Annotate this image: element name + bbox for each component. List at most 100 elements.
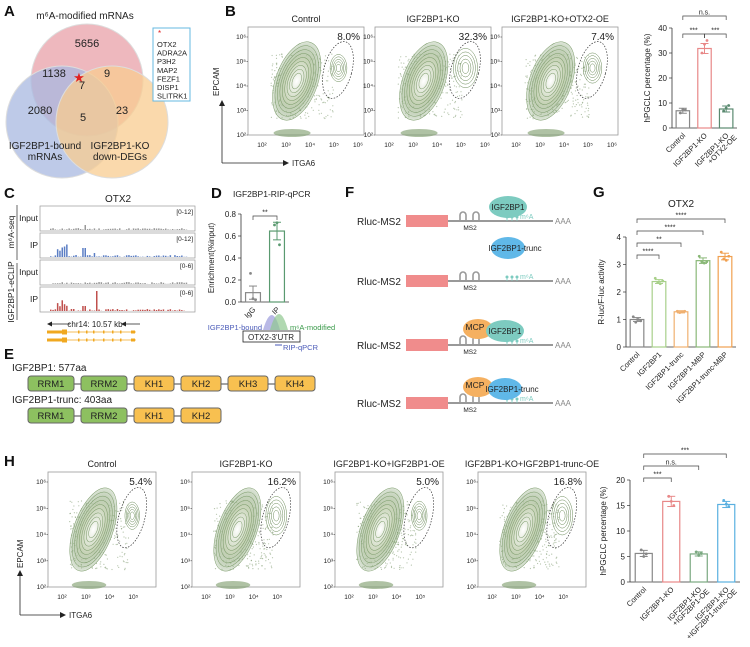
significance-label: **** — [665, 225, 676, 232]
facs-event — [579, 88, 581, 90]
facs-event — [558, 110, 560, 112]
data-point — [727, 254, 731, 258]
exon — [62, 329, 67, 335]
facs-event — [588, 107, 590, 110]
bar — [717, 255, 733, 348]
facs-event — [71, 564, 73, 566]
x-tick-label: 10⁶ — [353, 142, 363, 149]
signal-bar — [155, 255, 158, 257]
reporter-construct: Rluc-MS2 MS2 m⁶A AAA MCP IGF2BP1-trunc — [357, 377, 572, 414]
facs-event — [325, 80, 328, 82]
y-tick-label: 10³ — [364, 108, 374, 115]
signal-bar — [52, 228, 54, 230]
signal-bar — [128, 255, 130, 257]
facs-event — [264, 516, 266, 518]
facs-event — [503, 508, 505, 510]
facs-event — [445, 92, 447, 94]
facs-event — [554, 533, 557, 536]
significance-bracket — [636, 230, 704, 235]
signal-bar — [178, 309, 181, 311]
y-tick-label: 10⁴ — [363, 83, 373, 90]
facs-event — [545, 564, 547, 566]
facs-event — [225, 500, 227, 502]
facs-event — [247, 565, 249, 567]
b-xaxis-label: ITGA6 — [292, 159, 316, 168]
facs-event — [525, 59, 527, 61]
reporter-construct: Rluc-MS2 MS2 m⁶A AAA MCP IGF2BP1 — [357, 319, 572, 356]
exon — [86, 330, 88, 334]
y-tick-label: 10⁵ — [363, 59, 373, 66]
facs-event — [523, 567, 525, 569]
facs-event — [461, 94, 463, 96]
arrow-right-icon — [283, 160, 289, 166]
facs-event — [415, 542, 417, 544]
facs-event — [69, 563, 72, 565]
signal-bar — [165, 255, 167, 257]
signal-bar — [112, 282, 114, 284]
facs-event — [412, 558, 414, 560]
signal-bar — [79, 283, 82, 284]
y-tick-label: 40 — [658, 24, 667, 33]
track-frame — [39, 286, 196, 313]
facs-event — [125, 537, 127, 539]
y-tick-label: 1 — [617, 316, 622, 325]
x-tick-label: 10⁵ — [415, 594, 425, 601]
track-name: IP — [30, 294, 38, 304]
facs-event — [406, 504, 408, 506]
facs-event — [588, 114, 590, 116]
contour-main — [361, 495, 400, 564]
facs-event — [314, 95, 316, 97]
facs-event — [398, 566, 401, 569]
facs-event — [571, 106, 573, 108]
signal-bar — [132, 310, 135, 311]
d-title: IGF2BP1-RIP-qPCR — [233, 189, 310, 199]
significance-label: n.s. — [666, 460, 677, 467]
signal-bar — [160, 282, 162, 284]
signal-bar — [158, 255, 160, 257]
facs-event — [264, 548, 266, 550]
domain-box — [274, 375, 316, 392]
contour-pgclc — [457, 55, 474, 81]
facs-event — [447, 84, 449, 86]
rbp-label: IGF2BP1 — [492, 203, 525, 212]
facs-event — [545, 532, 547, 534]
panel-a: A m⁶A-modified mRNAs 5656 1138 9 7 ★ 208… — [4, 3, 191, 179]
facs-event — [535, 559, 537, 561]
contour-main — [81, 508, 106, 551]
facs-event — [331, 74, 333, 76]
signal-bar — [59, 250, 61, 257]
facs-event — [214, 520, 216, 522]
facs-event — [119, 502, 121, 504]
facs-event — [454, 115, 456, 118]
y-tick-label: 10³ — [467, 558, 477, 565]
facs-event — [262, 527, 264, 530]
facs-event — [328, 60, 330, 62]
bound-label: IGF2BP1-bound — [208, 323, 262, 332]
facs-event — [261, 504, 263, 506]
facs-plot: IGF2BP1-KO+IGF2BP1-trunc-OE 16.8% 10² 10³ 10… — [465, 459, 599, 601]
facs-event — [404, 66, 406, 68]
facs-event — [255, 560, 257, 563]
exon — [112, 330, 114, 334]
facs-event — [321, 99, 323, 101]
facs-event — [453, 54, 455, 56]
facs-event — [538, 556, 540, 558]
facs-event — [216, 507, 218, 509]
signal-bar — [174, 283, 176, 284]
signal-bar — [155, 283, 158, 284]
facs-event — [401, 544, 403, 546]
signal-bar — [151, 282, 153, 284]
facs-event — [71, 516, 73, 518]
venn-label-ko-2: down-DEGs — [93, 152, 147, 163]
facs-event — [542, 558, 544, 561]
facs-event — [393, 553, 395, 556]
facs-event — [318, 104, 320, 106]
signal-bar — [116, 255, 119, 257]
facs-event — [360, 517, 362, 520]
facs-event — [570, 87, 573, 89]
y-tick-label: 10⁶ — [323, 479, 333, 486]
facs-event — [327, 90, 329, 92]
arrow-up-icon — [17, 570, 23, 576]
contour-main — [511, 508, 536, 551]
signal-bar — [135, 228, 137, 230]
